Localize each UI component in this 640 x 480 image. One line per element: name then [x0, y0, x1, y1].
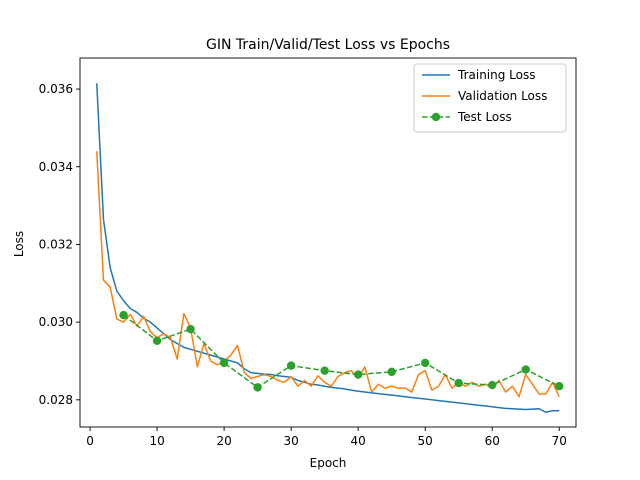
test-loss-point: [253, 383, 262, 392]
plot-frame: [79, 57, 577, 428]
test-loss-point: [219, 358, 229, 368]
test-loss-point: [119, 310, 128, 320]
x-tick-label: 30: [283, 434, 298, 448]
chart-title: GIN Train/Valid/Test Loss vs Epochs: [206, 37, 450, 53]
test-loss-point: [521, 365, 530, 374]
x-tick-label: 0: [86, 434, 94, 448]
legend-training-loss-label: Training Loss: [457, 68, 535, 82]
x-tick-label: 60: [485, 434, 500, 448]
test-loss-point: [286, 361, 296, 370]
x-tick-label: 70: [552, 434, 567, 448]
legend-box: [413, 63, 567, 133]
test-loss-point: [488, 380, 497, 390]
test-loss-line: [123, 314, 560, 389]
legend: Training Loss Validation Loss Test Loss: [413, 63, 567, 133]
x-tick-label: 50: [418, 434, 433, 448]
x-tick-label: 40: [351, 434, 366, 448]
x-tick-label: 20: [216, 434, 231, 448]
series-group: [96, 83, 564, 413]
test-loss-point: [454, 378, 463, 388]
y-tick-label: 0.032: [39, 237, 73, 251]
test-loss-point: [387, 367, 396, 377]
test-loss-point: [420, 358, 430, 368]
x-axis-label: Epoch: [310, 456, 347, 470]
test-loss-point: [353, 370, 363, 379]
y-axis: 0.028 0.030 0.032 0.034 0.036: [39, 82, 80, 407]
test-loss-point: [152, 336, 162, 345]
legend-test-loss-label: Test Loss: [457, 110, 512, 124]
x-tick-label: 10: [149, 434, 164, 448]
y-tick-label: 0.028: [39, 393, 73, 407]
legend-validation-loss-label: Validation Loss: [458, 89, 547, 103]
test-loss-point: [186, 324, 195, 334]
y-tick-label: 0.034: [39, 160, 73, 174]
plot-area: [79, 57, 577, 428]
training-loss-line: [96, 83, 560, 413]
y-axis-label: Loss: [12, 231, 26, 257]
y-tick-label: 0.030: [39, 315, 73, 329]
test-loss-point: [555, 382, 564, 391]
validation-loss-line: [96, 151, 560, 398]
legend-test-loss-marker: [431, 112, 441, 122]
y-tick-label: 0.036: [39, 82, 73, 96]
test-loss-point: [320, 366, 329, 375]
x-axis: 0 10 20 30 40 50 60 70: [86, 427, 567, 448]
